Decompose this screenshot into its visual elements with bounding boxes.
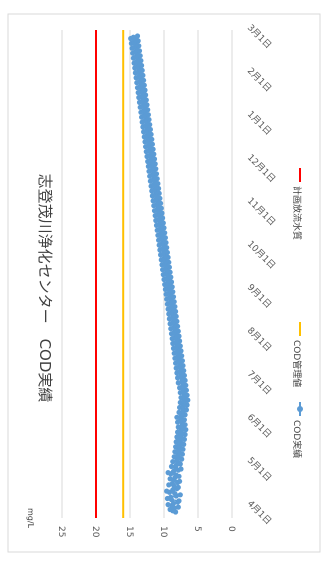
- cod-data-point: [168, 494, 174, 500]
- legend: COD実績 COD管理値 計画放流水質: [291, 168, 303, 458]
- cod-data-point: [168, 463, 175, 470]
- y-tick-label: 5: [192, 526, 202, 532]
- legend-label-cod: COD実績: [291, 420, 303, 458]
- cod-data-point: [177, 492, 183, 498]
- cod-data-point: [177, 478, 183, 484]
- cod-data-point: [134, 33, 141, 39]
- cod-data-point: [175, 484, 181, 490]
- legend-item-planned-discharge: 計画放流水質: [291, 168, 303, 240]
- cod-data-point: [175, 504, 181, 510]
- cod-data-point: [176, 409, 182, 415]
- cod-data-point: [176, 498, 182, 504]
- legend-item-cod: COD実績: [291, 402, 303, 458]
- y-tick-label: 15: [124, 526, 134, 537]
- legend-label-planned-discharge: 計画放流水質: [291, 186, 303, 240]
- y-axis-unit: mg/L: [26, 508, 35, 529]
- cod-data-point: [165, 502, 171, 508]
- cod-data-point: [170, 459, 176, 465]
- y-tick-label: 25: [56, 526, 66, 537]
- legend-label-cod-management: COD管理値: [291, 340, 303, 387]
- y-tick-label: 0: [226, 526, 236, 532]
- cod-data-point: [165, 470, 171, 476]
- y-tick-label: 10: [158, 526, 168, 538]
- cod-data-point: [164, 488, 170, 494]
- cod-data-point: [173, 472, 179, 478]
- cod-data-point: [130, 34, 136, 40]
- cod-data-point: [174, 414, 180, 420]
- legend-item-cod-management: COD管理値: [291, 322, 303, 387]
- chart-title: 志登茂川浄化センター COD実績: [36, 174, 54, 403]
- cod-data-point: [178, 466, 184, 472]
- cod-data-point: [167, 476, 173, 482]
- legend-marker-cod: [297, 406, 303, 412]
- y-tick-label: 20: [90, 526, 100, 538]
